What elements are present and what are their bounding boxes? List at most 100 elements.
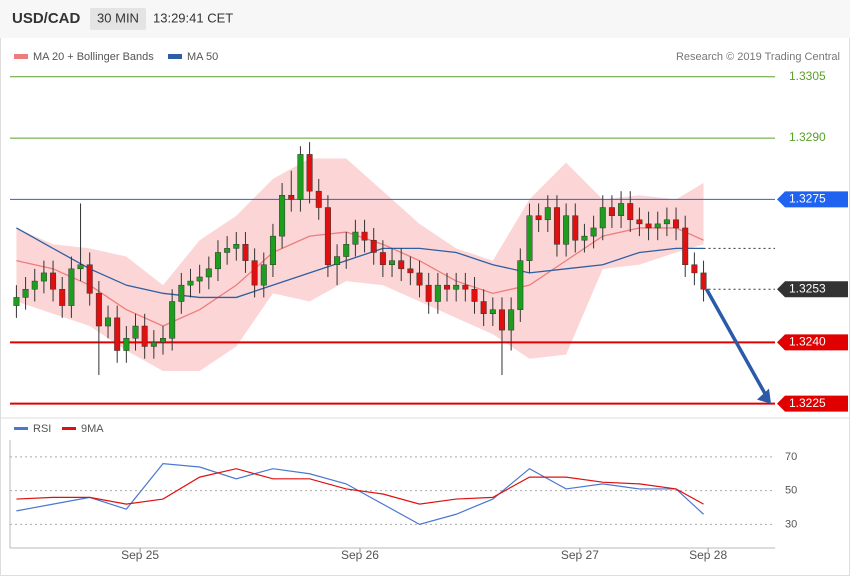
candle-body bbox=[13, 297, 20, 306]
candle-body bbox=[645, 223, 652, 229]
indicator-line bbox=[16, 227, 704, 299]
candle-body bbox=[150, 342, 157, 347]
level-label: 1.3275 bbox=[789, 192, 826, 206]
level-label: 1.3225 bbox=[789, 396, 826, 410]
x-tick-label: Sep 25 bbox=[121, 548, 159, 562]
candle-body bbox=[105, 317, 112, 327]
candle-body bbox=[572, 215, 579, 241]
candle-body bbox=[462, 284, 469, 290]
legend-swatch bbox=[14, 427, 28, 430]
candle-body bbox=[654, 223, 661, 229]
level-label: 1.3305 bbox=[789, 69, 826, 83]
y-tick-label: 30 bbox=[785, 518, 797, 530]
level-label-box bbox=[777, 281, 848, 298]
candle-body bbox=[553, 207, 560, 245]
candle-body bbox=[444, 284, 451, 290]
bollinger-band bbox=[16, 158, 704, 371]
x-tick-label: Sep 27 bbox=[561, 548, 599, 562]
candle-body bbox=[581, 235, 588, 241]
candle-body bbox=[480, 301, 487, 315]
legend-label: MA 20 + Bollinger Bands bbox=[33, 51, 154, 63]
candle-body bbox=[453, 284, 460, 290]
candle-body bbox=[498, 309, 505, 331]
y-tick-label: 70 bbox=[785, 451, 797, 463]
candle-body bbox=[389, 260, 396, 265]
level-label-box bbox=[777, 395, 848, 412]
timeframe-box bbox=[90, 8, 146, 30]
candle-body bbox=[132, 325, 139, 339]
candle-body bbox=[242, 244, 249, 261]
candle-body bbox=[535, 215, 542, 221]
legend-label: MA 50 bbox=[187, 51, 218, 63]
candle-body bbox=[288, 195, 295, 200]
candle-body bbox=[517, 260, 524, 310]
level-label-box bbox=[777, 334, 848, 351]
candle-body bbox=[68, 268, 75, 306]
level-label: 1.3240 bbox=[789, 335, 826, 349]
candle-body bbox=[178, 284, 185, 302]
candle-body bbox=[627, 203, 634, 221]
candle-body bbox=[196, 276, 203, 282]
candle-body bbox=[544, 207, 551, 221]
candle-body bbox=[214, 252, 221, 270]
candle-body bbox=[361, 231, 368, 241]
candle-body bbox=[599, 207, 606, 229]
candle-body bbox=[416, 272, 423, 286]
x-tick-label: Sep 28 bbox=[689, 548, 727, 562]
candle-body bbox=[50, 272, 57, 290]
candle-body bbox=[526, 215, 533, 261]
level-label: 1.3253 bbox=[789, 281, 826, 295]
candle-body bbox=[700, 272, 707, 290]
candle-body bbox=[489, 309, 496, 315]
candle-body bbox=[618, 203, 625, 216]
candle-body bbox=[205, 268, 212, 278]
candle-body bbox=[590, 227, 597, 237]
y-tick-label: 50 bbox=[785, 485, 797, 497]
symbol: USD/CAD bbox=[12, 10, 81, 27]
candle-body bbox=[407, 268, 414, 274]
x-tick-label: Sep 26 bbox=[341, 548, 379, 562]
candle-body bbox=[343, 244, 350, 257]
candle-body bbox=[123, 338, 130, 351]
candle-body bbox=[563, 215, 570, 245]
timeframe: 30 MIN bbox=[97, 10, 139, 25]
candle-body bbox=[59, 288, 66, 306]
candle-body bbox=[334, 256, 341, 265]
candle-body bbox=[224, 248, 231, 253]
candle-body bbox=[425, 284, 432, 302]
candle-body bbox=[251, 260, 258, 286]
candle-body bbox=[673, 219, 680, 229]
candle-body bbox=[95, 293, 102, 327]
candle-body bbox=[40, 272, 47, 282]
candle-body bbox=[86, 264, 93, 294]
candle-body bbox=[141, 325, 148, 347]
candle-body bbox=[352, 231, 359, 245]
candle-body bbox=[260, 264, 267, 286]
candle-body bbox=[608, 207, 615, 216]
candle-body bbox=[315, 190, 322, 208]
candle-body bbox=[114, 317, 121, 351]
candle-body bbox=[187, 280, 194, 286]
candle-body bbox=[77, 264, 84, 270]
candle-body bbox=[370, 239, 377, 253]
candle-body bbox=[233, 244, 240, 249]
candle-body bbox=[398, 260, 405, 270]
candle-body bbox=[663, 219, 670, 225]
candle-body bbox=[324, 207, 331, 265]
level-label: 1.3290 bbox=[789, 130, 826, 144]
legend-label: RSI bbox=[33, 423, 51, 435]
candle-body bbox=[22, 288, 29, 298]
candle-body bbox=[471, 288, 478, 302]
rsi-line bbox=[16, 468, 704, 505]
candle-body bbox=[31, 280, 38, 290]
candle-body bbox=[379, 252, 386, 265]
candle-body bbox=[269, 235, 276, 265]
forecast-arrowhead bbox=[757, 388, 771, 404]
legend-swatch bbox=[168, 54, 182, 59]
candle-body bbox=[691, 264, 698, 274]
candle-body bbox=[297, 154, 304, 200]
legend-label: 9MA bbox=[81, 423, 104, 435]
forecast-arrow bbox=[705, 288, 767, 395]
candle-body bbox=[306, 154, 313, 192]
